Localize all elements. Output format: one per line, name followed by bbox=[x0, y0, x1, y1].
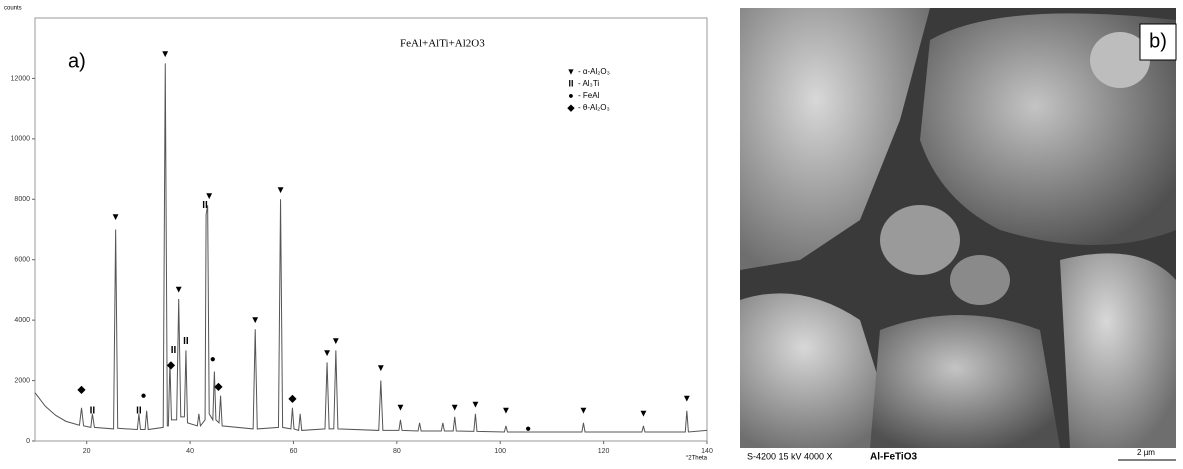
peak-marker: ▼ bbox=[331, 336, 341, 347]
legend-symbol: ● bbox=[568, 90, 573, 100]
y-tick-label: 0 bbox=[26, 438, 30, 445]
peak-marker: ▼ bbox=[470, 399, 480, 410]
sem-sample: Al-FeTiO3 bbox=[870, 452, 917, 463]
peak-marker: ▼ bbox=[322, 348, 332, 359]
x-tick-label: 80 bbox=[393, 448, 401, 455]
y-tick-label: 12000 bbox=[11, 75, 31, 82]
y-tick-label: 8000 bbox=[14, 196, 30, 203]
peak-marker: ▼ bbox=[111, 212, 121, 223]
y-tick-label: 2000 bbox=[14, 377, 30, 384]
sem-image bbox=[740, 8, 1176, 448]
peak-marker: ▼ bbox=[396, 402, 406, 413]
peak-marker: II bbox=[183, 336, 189, 347]
x-tick-label: 100 bbox=[494, 448, 506, 455]
legend-label: - α-Al₂O₃ bbox=[578, 67, 610, 76]
peak-marker: ▼ bbox=[579, 405, 589, 416]
figure: counts °2Theta a) FeAl+AlTi+Al2O3 b) S-4… bbox=[0, 0, 1183, 464]
y-axis-label: counts bbox=[4, 6, 22, 12]
peak-marker: II bbox=[171, 345, 177, 356]
sem-scale-label: 2 µm bbox=[1137, 448, 1155, 457]
x-tick-label: 40 bbox=[186, 448, 194, 455]
peak-marker: ● bbox=[141, 390, 147, 401]
panel-label: b) bbox=[1149, 30, 1167, 52]
sem-instrument: S-4200 15 kV 4000 X bbox=[747, 451, 833, 461]
peak-marker: ◆ bbox=[288, 393, 297, 404]
peak-marker: ● bbox=[525, 424, 531, 435]
x-tick-label: 60 bbox=[290, 448, 298, 455]
peak-marker: ▼ bbox=[450, 402, 460, 413]
legend-label: - Al₃Ti bbox=[578, 79, 599, 88]
peak-marker: ▼ bbox=[160, 49, 170, 60]
page: {"chart_data": {"type": "line", "title":… bbox=[0, 0, 1183, 464]
peak-marker: ▼ bbox=[250, 315, 260, 326]
peak-marker: ▼ bbox=[276, 185, 286, 196]
chart-title: FeAl+AlTi+Al2O3 bbox=[400, 38, 485, 50]
peak-marker: ▼ bbox=[376, 363, 386, 374]
peak-marker: ▼ bbox=[638, 408, 648, 419]
legend-symbol: II bbox=[568, 78, 573, 88]
y-tick-label: 10000 bbox=[11, 136, 31, 143]
x-tick-label: 140 bbox=[701, 448, 713, 455]
peak-marker: ▼ bbox=[174, 285, 184, 296]
x-tick-label: 120 bbox=[598, 448, 610, 455]
peak-marker: ◆ bbox=[77, 384, 86, 395]
legend-symbol: ▼ bbox=[567, 66, 576, 76]
y-tick-label: 4000 bbox=[14, 317, 30, 324]
y-tick-label: 6000 bbox=[14, 257, 30, 264]
legend-label: - θ-Al₂O₃ bbox=[578, 103, 610, 112]
peak-marker: ◆ bbox=[214, 381, 223, 392]
legend-label: - FeAl bbox=[578, 91, 600, 100]
x-axis-label: °2Theta bbox=[686, 456, 708, 462]
peak-marker: II bbox=[90, 405, 96, 416]
peak-marker: ◆ bbox=[166, 360, 175, 371]
legend-symbol: ◆ bbox=[567, 102, 576, 112]
peak-marker: ▼ bbox=[501, 405, 511, 416]
peak-marker: II bbox=[136, 405, 142, 416]
peak-marker: ▼ bbox=[682, 393, 692, 404]
peak-marker: ● bbox=[210, 354, 216, 365]
plot-frame bbox=[35, 18, 707, 441]
x-tick-label: 20 bbox=[83, 448, 91, 455]
peak-marker: ▼ bbox=[204, 191, 214, 202]
panel-label: a) bbox=[68, 50, 86, 72]
